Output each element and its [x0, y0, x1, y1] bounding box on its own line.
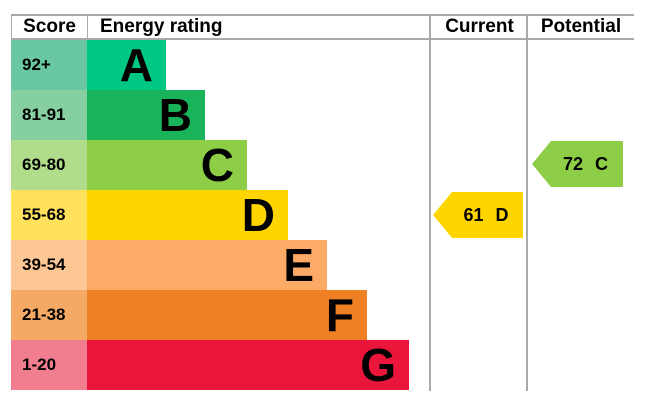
band-bar-b: B	[87, 90, 205, 140]
rating-row-c: 69-80 C	[11, 140, 247, 190]
rating-row-d: 55-68 D	[11, 190, 288, 240]
chart-header-row: Score Energy rating Current Potential	[11, 14, 634, 40]
header-potential: Potential	[540, 16, 622, 37]
header-current: Current	[445, 16, 514, 37]
rating-row-e: 39-54 E	[11, 240, 327, 290]
potential-rating-arrow: 72 C	[532, 141, 623, 187]
rating-row-g: 1-20 G	[11, 340, 409, 390]
band-bar-a: A	[87, 40, 166, 90]
rating-row-f: 21-38 F	[11, 290, 367, 340]
potential-rating-text: 72 C	[563, 154, 608, 175]
score-cell-e: 39-54	[11, 240, 87, 290]
score-cell-a: 92+	[11, 40, 87, 90]
score-cell-b: 81-91	[11, 90, 87, 140]
score-cell-f: 21-38	[11, 290, 87, 340]
score-cell-c: 69-80	[11, 140, 87, 190]
potential-band-letter: C	[595, 153, 609, 174]
band-bar-d: D	[87, 190, 288, 240]
band-bar-g: G	[87, 340, 409, 390]
score-cell-g: 1-20	[11, 340, 87, 390]
rating-row-b: 81-91 B	[11, 90, 205, 140]
current-score-value: 61	[463, 204, 484, 225]
header-score: Score	[23, 16, 76, 37]
current-rating-arrow: 61 D	[433, 192, 523, 238]
band-bar-e: E	[87, 240, 327, 290]
band-bar-f: F	[87, 290, 367, 340]
band-bar-c: C	[87, 140, 247, 190]
column-divider-current	[429, 14, 431, 391]
column-divider-potential	[526, 14, 528, 391]
potential-score-value: 72	[562, 153, 584, 174]
rating-row-a: 92+ A	[11, 40, 166, 90]
current-rating-text: 61 D	[463, 205, 508, 226]
current-band-letter: D	[495, 204, 509, 225]
score-cell-d: 55-68	[11, 190, 87, 240]
header-energy-rating: Energy rating	[87, 16, 431, 38]
